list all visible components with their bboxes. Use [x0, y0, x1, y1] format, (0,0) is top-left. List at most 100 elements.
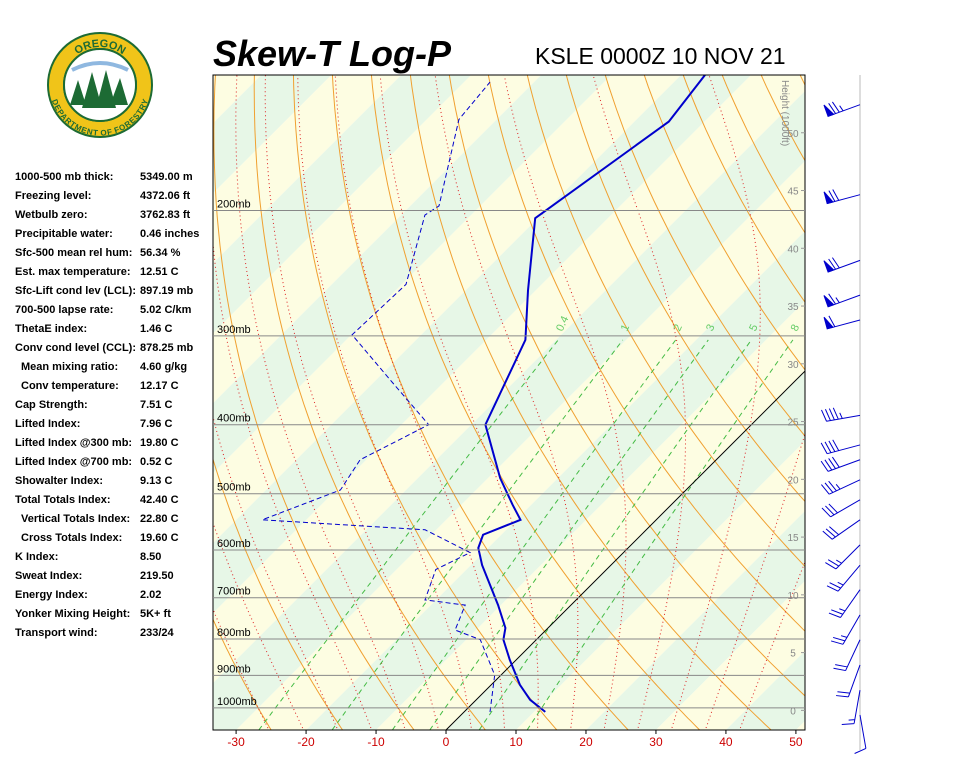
wind-barb-flag: [823, 260, 835, 273]
index-label: Total Totals Index:: [15, 494, 111, 506]
wind-barb: [821, 407, 861, 422]
isotherm-band: [213, 75, 542, 404]
wind-barb: [836, 664, 861, 698]
height-tick-label: 40: [787, 244, 799, 255]
logo-sky: [71, 61, 129, 72]
height-axis-label: Height (1000ft): [779, 80, 790, 146]
logo-inner: [63, 48, 137, 122]
isotherm-band: [213, 75, 752, 614]
index-value: 8.50: [140, 551, 161, 563]
x-tick-label: -10: [367, 735, 385, 749]
mixing-ratio-line: [258, 339, 559, 730]
index-value: 9.13 C: [140, 475, 172, 487]
pressure-label: 600mb: [217, 538, 251, 550]
mixing-ratio-line: [526, 339, 794, 730]
wind-barb: [826, 564, 861, 592]
isotherm-band: [213, 91, 805, 730]
isotherm-band: [585, 510, 805, 730]
index-label: 700-500 lapse rate:: [15, 304, 113, 316]
x-tick-label: 0: [443, 735, 450, 749]
index-label: Sfc-Lift cond lev (LCL):: [15, 285, 136, 297]
height-tick-label: 30: [787, 360, 799, 371]
wind-barb: [841, 690, 861, 725]
dry-adiabat: [604, 75, 805, 437]
dry-adiabat: [448, 75, 805, 697]
wind-barb-flag: [823, 104, 835, 117]
x-tick-label: 30: [649, 735, 663, 749]
isotherm-band: [795, 720, 805, 730]
index-value: 12.17 C: [140, 380, 179, 392]
wind-barb: [830, 614, 861, 645]
dry-adiabat: [253, 75, 486, 730]
x-tick-label: 50: [789, 735, 803, 749]
mixing-ratio-line: [391, 339, 677, 730]
index-label: Mean mixing ratio:: [21, 361, 118, 373]
index-value: 0.52 C: [140, 456, 172, 468]
index-value: 19.60 C: [140, 532, 179, 544]
index-value: 5349.00 m: [140, 171, 193, 183]
index-value: 3762.83 ft: [140, 209, 190, 221]
mixing-ratio-label: 2: [672, 323, 685, 334]
isotherm-band: [213, 75, 472, 334]
index-value: 7.51 C: [140, 399, 172, 411]
plot-frame: [212, 74, 806, 731]
index-label: Freezing level:: [15, 190, 91, 202]
isotherm-band: [655, 580, 805, 730]
x-tick-label: -20: [297, 735, 315, 749]
index-value: 4.60 g/kg: [140, 361, 187, 373]
x-tick-label: 10: [509, 735, 523, 749]
index-value: 12.51 C: [140, 266, 179, 278]
pressure-label: 400mb: [217, 413, 251, 425]
isotherm-band: [306, 231, 805, 730]
index-label: Transport wind:: [15, 627, 98, 639]
wind-barb-flag: [823, 191, 834, 205]
dry-adiabat: [910, 63, 960, 730]
dry-adiabat: [526, 75, 805, 568]
logo-top: OREGON: [72, 38, 127, 57]
logo: OREGON DEPARTMENT OF FORESTRY: [47, 32, 153, 138]
dry-adiabat: [213, 457, 344, 730]
mixing-ratio-label: 1: [619, 323, 632, 334]
index-label: Conv cond level (CCL):: [15, 342, 136, 354]
index-value: 0.46 inches: [140, 228, 199, 240]
wind-barb: [822, 519, 861, 540]
index-label: Showalter Index:: [15, 475, 103, 487]
index-value: 1.46 C: [140, 323, 172, 335]
index-value: 19.80 C: [140, 437, 179, 449]
dry-adiabat: [213, 75, 415, 730]
mixing-ratio-label: 5: [747, 323, 760, 334]
height-tick-label: 25: [787, 418, 799, 429]
wind-barb: [827, 101, 861, 117]
logo-trees: [70, 70, 128, 108]
pressure-label: 300mb: [217, 324, 251, 336]
chart-subtitle: KSLE 0000Z 10 NOV 21: [535, 43, 786, 69]
mixing-ratio-line: [331, 339, 624, 730]
wind-barb-flag: [823, 316, 834, 330]
x-tick-label: -30: [227, 735, 245, 749]
height-tick-label: 45: [787, 187, 799, 198]
wind-barb: [833, 639, 861, 672]
index-label: Sweat Index:: [15, 570, 82, 582]
mixing-ratio-label: 0.4: [554, 314, 571, 333]
index-label: Vertical Totals Index:: [21, 513, 130, 525]
isotherm-band: [213, 75, 332, 194]
isotherm-band: [213, 75, 805, 684]
index-value: 2.02: [140, 589, 161, 601]
dry-adiabat: [948, 63, 960, 730]
dry-adiabat: [871, 63, 960, 730]
dewpoint-line: [262, 81, 496, 712]
wind-barb: [820, 439, 861, 455]
isotherm-band: [213, 75, 682, 544]
wind-barb: [854, 714, 867, 754]
dry-adiabat: [370, 75, 701, 730]
isotherm-band: [515, 440, 805, 730]
isotherm-band: [213, 75, 402, 264]
plot-area: [213, 63, 960, 730]
height-tick-label: 20: [787, 475, 799, 486]
mixing-ratio-label: 8: [789, 323, 802, 334]
moist-adiabat: [670, 75, 761, 730]
index-value: 22.80 C: [140, 513, 179, 525]
dry-adiabat: [799, 75, 805, 87]
